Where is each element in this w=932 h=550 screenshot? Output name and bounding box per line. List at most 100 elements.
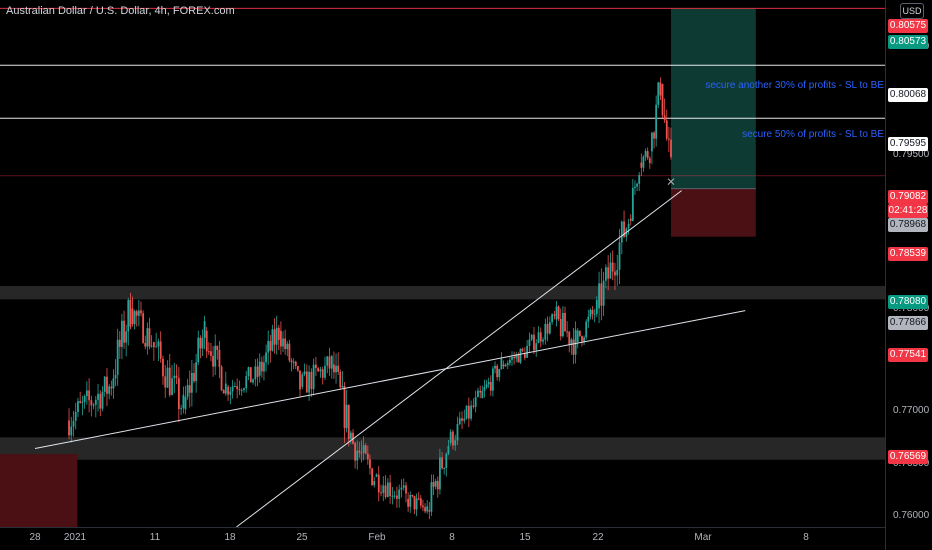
candle-body xyxy=(537,332,540,344)
candle-body xyxy=(256,366,259,378)
candle-body xyxy=(229,391,232,395)
candle-body xyxy=(456,424,459,441)
price-tag-target[interactable]: 0.80573 xyxy=(888,35,928,49)
currency-button[interactable]: USD xyxy=(900,3,924,19)
candle-body xyxy=(638,175,641,184)
candle-body xyxy=(574,329,577,355)
candle-body xyxy=(659,82,662,96)
candle-body xyxy=(576,330,579,342)
candle-body xyxy=(197,337,200,363)
price-tag-trendline-low[interactable]: 0.77541 xyxy=(888,348,928,362)
candle-body xyxy=(494,365,496,369)
candle-body xyxy=(646,151,649,159)
candle-body xyxy=(546,323,549,334)
support-resistance-zone xyxy=(0,285,885,300)
price-tag-stop[interactable]: 0.78539 xyxy=(888,247,928,261)
candle-body xyxy=(533,334,535,351)
candle-body xyxy=(310,371,313,390)
candle-body xyxy=(572,339,575,355)
candle-body xyxy=(286,343,289,350)
price-tag-last[interactable]: 0.79082 xyxy=(888,190,928,204)
candle-body xyxy=(345,404,348,429)
candle-body xyxy=(236,386,239,390)
candle-body xyxy=(343,386,346,429)
annotation-secure-50[interactable]: secure 50% of profits - SL to BE xyxy=(742,129,884,140)
candle-body xyxy=(292,361,295,363)
candle-body xyxy=(591,309,594,314)
candle-body xyxy=(112,378,115,389)
candle-body xyxy=(463,418,466,421)
candle-body xyxy=(465,405,468,419)
symbol-title[interactable]: Australian Dollar / U.S. Dollar, 4h, FOR… xyxy=(6,5,235,17)
candle-body xyxy=(445,453,448,468)
candle-body xyxy=(439,457,441,490)
candle-body xyxy=(561,312,564,337)
candle-body xyxy=(129,299,132,327)
price-tick: 0.76000 xyxy=(893,510,930,521)
candle-body xyxy=(92,404,95,406)
annotation-secure-30[interactable]: secure another 30% of profits - SL to BE xyxy=(705,80,884,91)
candle-body xyxy=(171,378,173,395)
price-tag-sl-line[interactable]: 0.80575 xyxy=(888,19,928,33)
candle-body xyxy=(177,377,180,410)
candle-body xyxy=(207,351,210,353)
time-label: 28 xyxy=(29,532,41,543)
candle-body xyxy=(474,397,477,407)
price-tag-line-50[interactable]: 0.79595 xyxy=(888,137,928,151)
candle-body xyxy=(182,394,185,409)
time-label: 8 xyxy=(803,532,809,543)
candle-body xyxy=(135,311,138,316)
candle-body xyxy=(667,138,670,140)
candle-body xyxy=(118,339,121,347)
candle-body xyxy=(443,467,446,469)
candle-body xyxy=(430,482,433,512)
candle-body xyxy=(578,330,581,337)
candle-body xyxy=(108,386,111,394)
candle-body xyxy=(371,468,373,486)
candle-body xyxy=(644,151,647,157)
candle-body xyxy=(521,348,524,351)
price-tag-line-30[interactable]: 0.80068 xyxy=(888,88,928,102)
candle-body xyxy=(551,314,554,323)
candle-body xyxy=(589,309,592,317)
candle-body xyxy=(328,356,331,369)
candle-body xyxy=(77,401,79,412)
candle-body xyxy=(384,485,387,498)
candle-body xyxy=(467,405,470,419)
candle-body xyxy=(487,382,490,385)
position-loss-zone xyxy=(671,188,756,237)
candle-body xyxy=(485,384,488,388)
candle-body xyxy=(627,223,630,229)
candle-body xyxy=(162,358,164,377)
candle-body xyxy=(511,356,513,360)
candle-body xyxy=(137,310,140,316)
candle-body xyxy=(449,431,452,443)
price-tag-entry[interactable]: 0.78968 xyxy=(888,218,928,232)
candle-body xyxy=(585,321,588,338)
candle-body xyxy=(417,498,420,500)
candle-body xyxy=(164,376,167,388)
candle-body xyxy=(210,351,212,356)
candle-body xyxy=(620,221,623,243)
price-tag-zone-high[interactable]: 0.78080 xyxy=(888,295,928,309)
price-tag-zone-low[interactable]: 0.76569 xyxy=(888,450,928,464)
candle-body xyxy=(411,495,414,497)
candle-body xyxy=(407,498,410,507)
candle-body xyxy=(106,376,108,394)
candle-body xyxy=(312,364,315,390)
old-position-loss-zone xyxy=(0,454,78,527)
candle-body xyxy=(337,365,340,372)
candle-body xyxy=(611,262,614,272)
candle-body xyxy=(415,498,418,510)
candle-body xyxy=(426,506,429,512)
candle-body xyxy=(146,328,149,347)
candle-body xyxy=(247,367,250,377)
candle-body xyxy=(294,361,297,367)
candle-body xyxy=(366,453,369,460)
candle-body xyxy=(496,365,499,378)
candle-body xyxy=(195,362,198,382)
candle-body xyxy=(273,329,276,345)
price-tag-trendline[interactable]: 0.77866 xyxy=(888,316,928,330)
candle-body xyxy=(296,366,299,371)
